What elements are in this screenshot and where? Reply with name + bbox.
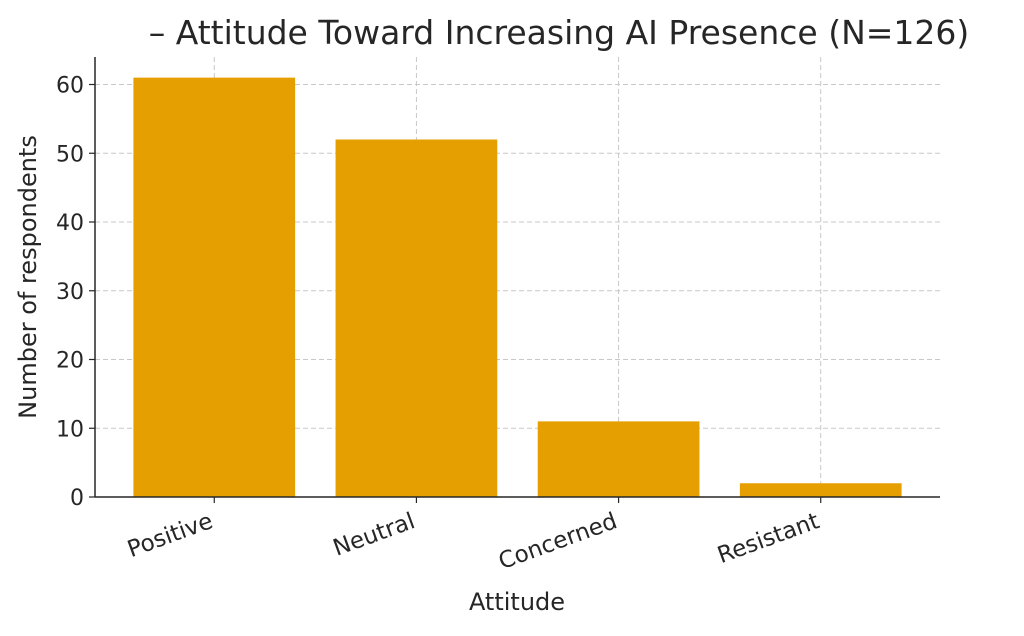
y-axis-label: Number of respondents [14,135,42,419]
y-tick-label: 60 [56,74,84,99]
y-tick-label: 10 [56,417,84,442]
y-tick-label: 0 [70,486,84,511]
bar-resistant [739,483,902,497]
x-tick-label: Concerned [495,508,620,575]
x-tick-label: Resistant [714,508,823,569]
x-tick-label: Neutral [330,508,419,561]
bar-neutral [335,139,498,497]
bars [133,77,902,497]
bar-concerned [537,421,700,497]
y-tick-label: 20 [56,349,84,374]
bar-positive [133,77,296,497]
chart-title: – Attitude Toward Increasing AI Presence… [149,13,970,52]
y-tick-label: 50 [56,142,84,167]
y-tick-label: 30 [56,280,84,305]
x-ticks: Positive Neutral Concerned Resistant [124,497,823,575]
x-axis-label: Attitude [469,588,565,616]
x-tick-label: Positive [124,508,216,563]
y-ticks: 0 10 20 30 40 50 60 [56,74,95,511]
axes [94,57,940,498]
y-tick-label: 40 [56,211,84,236]
